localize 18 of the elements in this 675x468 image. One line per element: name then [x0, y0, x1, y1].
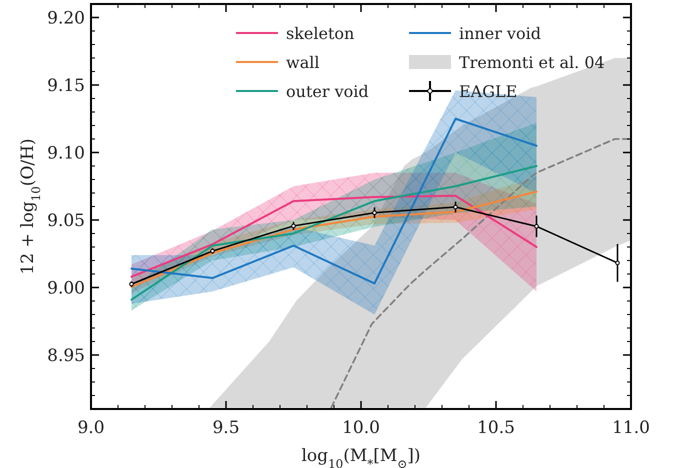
legend-label: skeleton: [286, 24, 354, 43]
legend-label: outer void: [286, 82, 369, 101]
x-tick-label: 9.0: [77, 418, 105, 438]
y-tick-label: 9.15: [47, 76, 85, 96]
legend-label: Tremonti et al. 04: [459, 53, 605, 72]
y-tick-label: 8.95: [47, 346, 85, 366]
y-tick-label: 9.05: [47, 211, 85, 231]
x-tick-label: 10.5: [477, 418, 515, 438]
y-tick-label: 9.10: [47, 144, 85, 164]
legend-label: inner void: [459, 24, 541, 43]
legend-label: wall: [286, 53, 320, 72]
y-tick-label: 9.20: [47, 8, 85, 28]
x-tick-label: 9.5: [212, 418, 240, 438]
x-tick-label: 10.0: [342, 418, 380, 438]
y-tick-label: 9.00: [47, 278, 85, 298]
legend-label: EAGLE: [459, 82, 518, 101]
x-axis-title: log$_{10}$(M$_{*}$[M$_{⊙}$]): [302, 446, 420, 468]
x-tick-label: 11.0: [612, 418, 650, 438]
